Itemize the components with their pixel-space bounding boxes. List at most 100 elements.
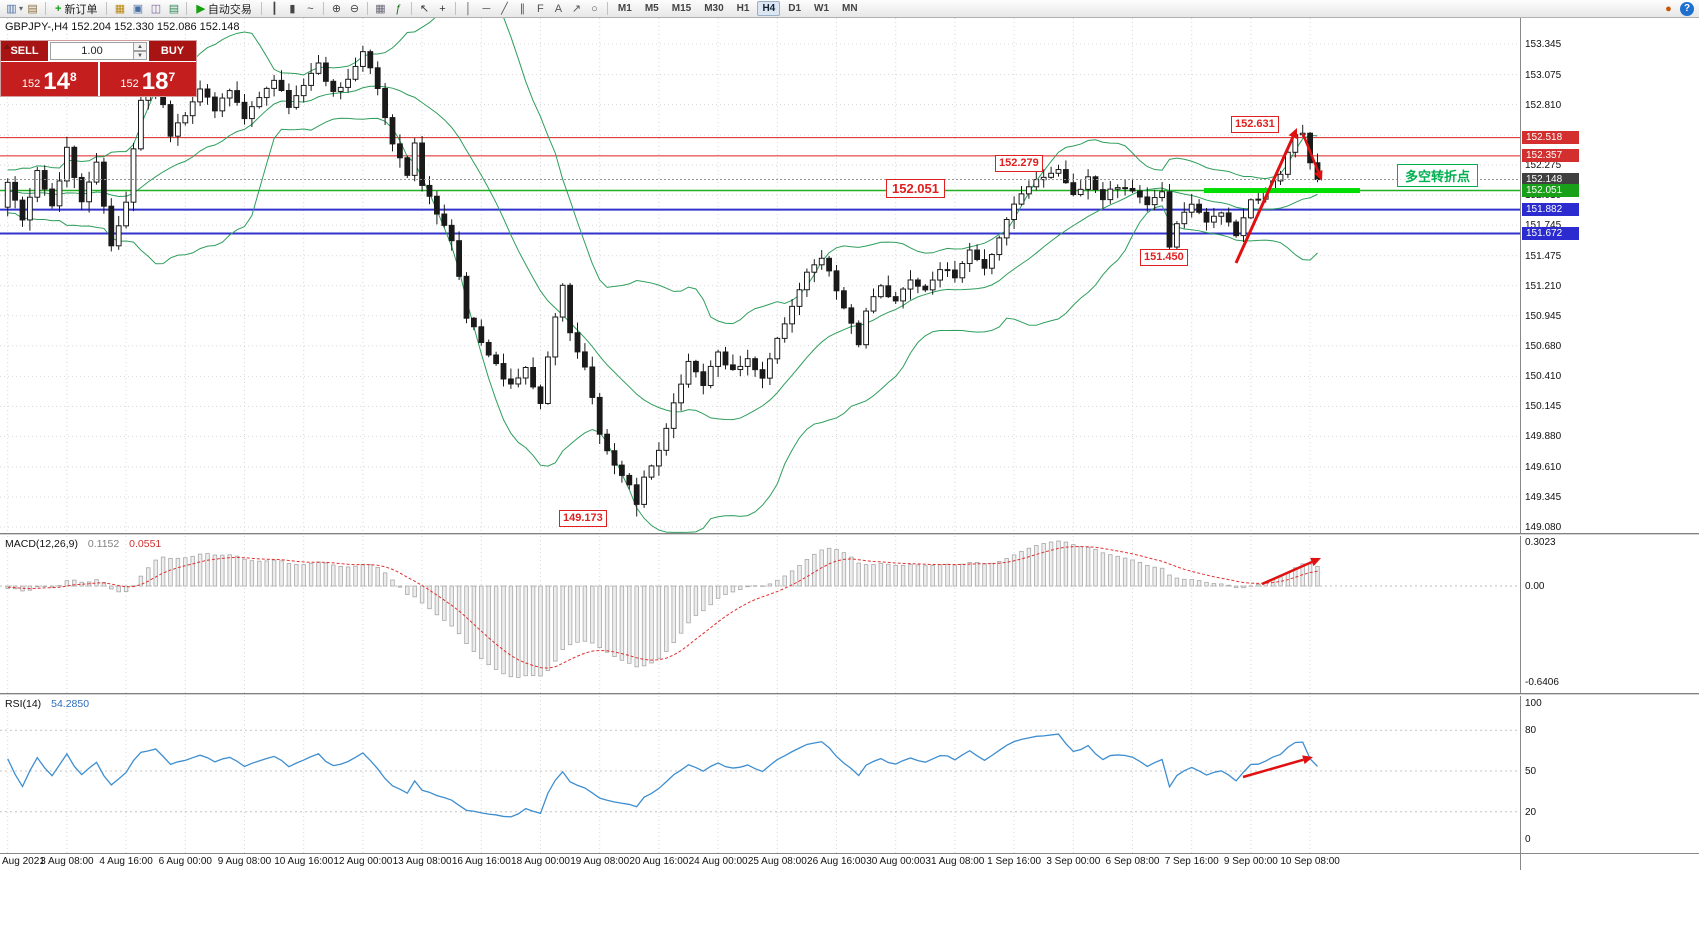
volume-down-icon[interactable]: ▼: [134, 51, 147, 60]
price-axis[interactable]: 153.345153.075152.810152.540152.275152.0…: [1520, 18, 1579, 533]
main-grid: [0, 18, 1520, 533]
rsi-axis-label: 50: [1525, 766, 1537, 777]
buy-button[interactable]: BUY: [149, 41, 196, 61]
volume-spinner: ▲ ▼: [134, 42, 147, 60]
autotrading-icon: ▶: [196, 3, 205, 15]
one-click-collapse-icon[interactable]: [3, 44, 11, 49]
timeframe-button-mn[interactable]: MN: [842, 3, 858, 14]
vertical-line-icon[interactable]: │: [464, 2, 472, 15]
macd-main-value: 0.1152: [87, 538, 120, 550]
tile-windows-icon[interactable]: ▦: [375, 2, 386, 15]
rsi-axis-label: 80: [1525, 725, 1537, 737]
main-chart-canvas[interactable]: [0, 18, 1520, 533]
macd-axis[interactable]: 0.3023 0.00 -0.6406: [1520, 536, 1579, 693]
time-axis[interactable]: Aug 2021 3 Aug 08:00 4 Aug 16:00 6 Aug 00:0…: [0, 853, 1699, 870]
autotrading-button[interactable]: ▶ 自动交易: [191, 1, 256, 17]
price-annotation-label: 152.051: [886, 179, 945, 198]
timeframe-button-d1[interactable]: D1: [788, 3, 802, 14]
time-axis-label: 13 Aug 08:00: [392, 856, 452, 867]
fibonacci-icon[interactable]: F: [537, 2, 544, 15]
horizontal-line-icon[interactable]: ─: [482, 2, 491, 15]
timeframe-button-m5[interactable]: M5: [644, 3, 659, 14]
text-tool-icon[interactable]: A: [554, 2, 563, 15]
navigator-icon[interactable]: ◫: [150, 2, 162, 15]
price-axis-label: 152.275: [1525, 160, 1562, 172]
macd-axis-label: 0.3023: [1525, 537, 1556, 548]
volume-up-icon[interactable]: ▲: [134, 42, 147, 51]
one-click-trading-panel: SELL ▲ ▼ BUY 152 14 8: [0, 40, 197, 97]
price-marker: 152.357: [1522, 149, 1579, 163]
horizontal-level-lines: [0, 137, 1520, 235]
bar-chart-icon[interactable]: ┃: [271, 2, 278, 15]
price-axis-label: 153.345: [1525, 39, 1562, 50]
terminal-icon[interactable]: ▤: [168, 2, 180, 15]
macd-signal-line: [7, 546, 1318, 669]
macd-panel[interactable]: 0.3023 0.00 -0.6406 MACD(12,26,9) 0.1152 0…: [0, 536, 1699, 693]
time-axis-label: 25 Aug 08:00: [747, 856, 807, 867]
ask-price[interactable]: 152 18 7: [99, 62, 196, 96]
new-order-button[interactable]: + 新订单: [50, 1, 102, 17]
cursor-icon[interactable]: ↖: [419, 2, 430, 15]
price-axis-label: 149.080: [1525, 522, 1562, 533]
community-icon[interactable]: ●: [1665, 2, 1672, 15]
rsi-axis[interactable]: 100 80 50 20 0: [1520, 696, 1579, 853]
arrows-tool-icon[interactable]: ↗: [571, 2, 582, 15]
rsi-panel[interactable]: 100 80 50 20 0 RSI(14) 54.2850: [0, 696, 1699, 853]
time-axis-label: 10 Aug 16:00: [274, 856, 334, 867]
channel-icon[interactable]: ∥: [519, 2, 526, 15]
ask-prefix: 152: [120, 78, 139, 90]
volume-input[interactable]: [50, 42, 134, 60]
time-axis-label: 9 Sep 00:00: [1223, 856, 1278, 867]
bid-prefix: 152: [21, 78, 41, 90]
time-axis-label: 12 Aug 00:00: [333, 856, 393, 867]
new-order-label: 新订单: [64, 3, 98, 16]
profiles-icon[interactable]: ▤: [27, 2, 38, 15]
data-window-icon[interactable]: ▣: [132, 2, 144, 15]
line-chart-icon[interactable]: ~: [307, 2, 314, 15]
time-axis-label: 9 Aug 08:00: [217, 856, 272, 867]
timeframe-button-h4[interactable]: H4: [757, 1, 781, 16]
timeframe-button-w1[interactable]: W1: [814, 3, 830, 14]
timeframe-button-m1[interactable]: M1: [617, 3, 632, 14]
turning-point-note: 多空转折点: [1397, 164, 1479, 187]
timeframe-button-m15[interactable]: M15: [671, 3, 692, 14]
candlestick-chart-icon[interactable]: ▮: [289, 2, 296, 15]
new-chart-dropdown-icon[interactable]: ▾: [19, 4, 24, 13]
panel-separator[interactable]: [0, 693, 1699, 696]
price-annotation-label: 149.173: [559, 510, 607, 527]
price-axis-label: 150.145: [1525, 401, 1562, 413]
price-annotation-label: 152.279: [995, 155, 1043, 172]
panel-separator[interactable]: [0, 533, 1699, 536]
main-chart-panel[interactable]: 153.345153.075152.810152.540152.275152.0…: [0, 18, 1699, 533]
sell-button[interactable]: SELL: [1, 41, 48, 61]
time-axis-label: 18 Aug 00:00: [511, 856, 570, 867]
price-axis-label: 150.945: [1525, 310, 1562, 322]
crosshair-icon[interactable]: +: [439, 2, 446, 15]
price-axis-label: 153.075: [1525, 69, 1562, 81]
indicators-icon[interactable]: ƒ: [395, 2, 402, 15]
time-axis-label: 24 Aug 00:00: [688, 856, 748, 867]
price-axis-label: 149.610: [1525, 461, 1562, 473]
new-order-icon: +: [55, 2, 62, 15]
new-chart-icon[interactable]: ▥: [6, 2, 17, 15]
time-axis-label: 10 Sep 08:00: [1280, 856, 1340, 867]
zoom-in-icon[interactable]: ⊕: [331, 2, 342, 15]
trendline-icon[interactable]: ╱: [501, 2, 508, 15]
timeframe-button-m30[interactable]: M30: [704, 3, 724, 14]
price-axis-label: 151.210: [1525, 280, 1562, 292]
price-marker: 152.518: [1522, 131, 1579, 145]
time-axis-label: 6 Sep 08:00: [1105, 856, 1160, 867]
price-axis-label: 151.475: [1525, 250, 1562, 262]
bid-price[interactable]: 152 14 8: [1, 62, 98, 96]
help-icon[interactable]: ?: [1680, 1, 1694, 16]
shapes-tool-icon[interactable]: ○: [591, 2, 598, 15]
zoom-out-icon[interactable]: ⊖: [349, 2, 360, 15]
price-axis-label: 149.880: [1525, 431, 1562, 443]
autotrading-label: 自动交易: [207, 3, 252, 16]
rsi-canvas[interactable]: [0, 696, 1520, 853]
market-watch-icon[interactable]: ▦: [114, 2, 126, 15]
toolbar-separator: [45, 2, 47, 15]
macd-canvas[interactable]: [0, 536, 1520, 693]
timeframe-button-h1[interactable]: H1: [736, 3, 750, 14]
